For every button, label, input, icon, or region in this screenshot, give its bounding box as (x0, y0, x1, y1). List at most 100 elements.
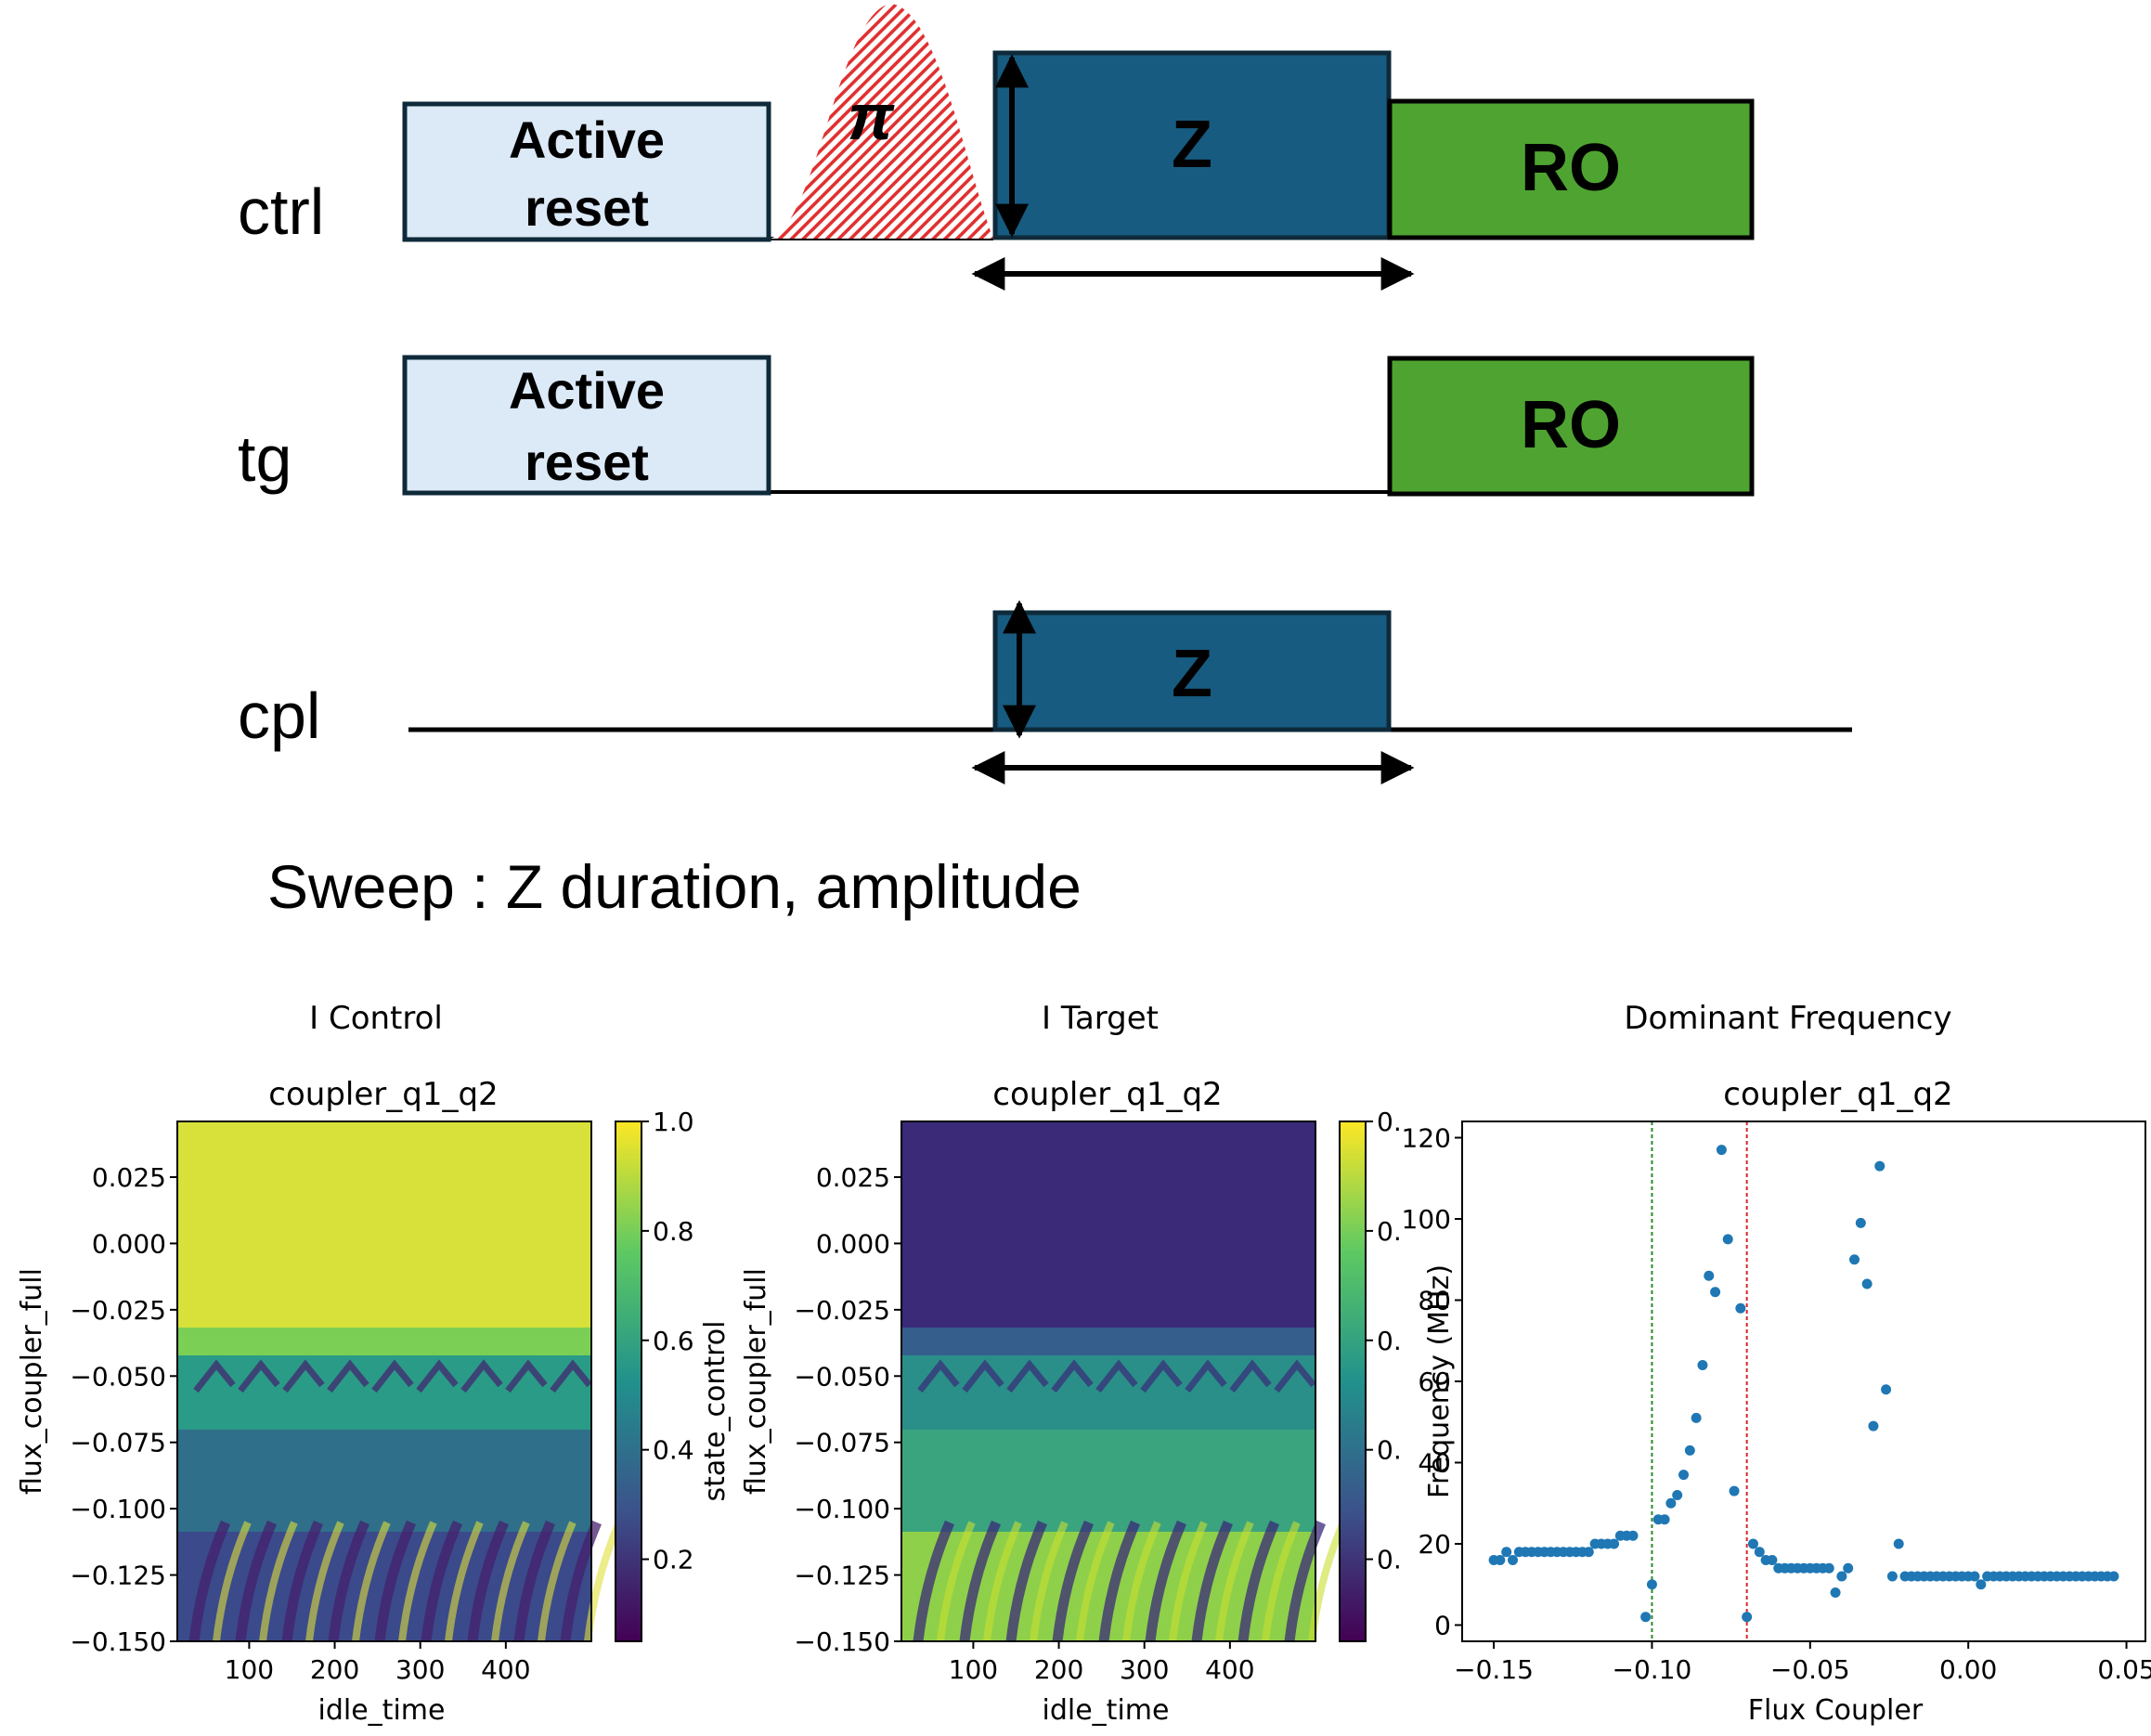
chart-suptitle: Dominant Frequency (1624, 1000, 1951, 1037)
ctrl-reset-line2: reset (525, 178, 649, 237)
scatter-point (1874, 1160, 1885, 1172)
heatmap-stripe (913, 1520, 955, 1642)
x-tick-label: 200 (1034, 1654, 1083, 1685)
heatmap-chevron (193, 1359, 236, 1393)
scatter-point (1976, 1579, 1987, 1590)
heatmap-stripe (1169, 1521, 1208, 1642)
x-tick-label: −0.05 (1770, 1654, 1850, 1685)
y-tick-label: 80 (1418, 1286, 1451, 1316)
scatter-point (1742, 1612, 1753, 1623)
x-axis-ticks: 100 200 300 400 (949, 1641, 1255, 1685)
heatmap-i-control: I Control coupler_q1_q2 0.025 0.000 −0.025… (16, 1000, 732, 1727)
heatmap-stripe (1030, 1521, 1069, 1642)
tg-ro-label: RO (1521, 388, 1621, 462)
heatmap-stripe (1308, 1521, 1347, 1642)
colorbar-tick-label: 0.8 (653, 1216, 694, 1247)
pulse-sequence: ctrl tg cpl Active reset π Z RO Active r… (238, 4, 1852, 921)
heatmap-chevron (1095, 1359, 1138, 1393)
heatmap-chevron (1185, 1359, 1227, 1393)
x-tick-label: 300 (395, 1654, 445, 1685)
y-axis-label: flux_coupler_full (16, 1268, 48, 1495)
chart-suptitle: I Control (309, 1000, 443, 1037)
scatter-point (1697, 1360, 1708, 1370)
cpl-channel: Z (408, 600, 1852, 784)
heatmap-stripe (1122, 1521, 1161, 1642)
y-tick-label: 0.000 (816, 1228, 890, 1259)
scatter-point (1747, 1538, 1758, 1549)
colorbar-tick-label: 0.6 (653, 1326, 694, 1356)
heatmap-stripe (1237, 1520, 1280, 1642)
heatmap-chevron (1051, 1359, 1094, 1393)
colorbar-tick-label: 0. (1377, 1435, 1402, 1466)
scatter-point (1659, 1514, 1670, 1525)
colorbar (615, 1121, 642, 1642)
x-tick-label: 100 (949, 1654, 998, 1685)
y-tick-label: −0.125 (70, 1561, 166, 1591)
heatmap-band-green (177, 1328, 591, 1355)
scatter-point (1646, 1579, 1657, 1590)
scatter-point (1754, 1547, 1765, 1558)
ctrl-readout-pulse (1387, 98, 1755, 240)
heatmap-stripe (1145, 1520, 1187, 1642)
scatter-point (1823, 1562, 1834, 1574)
heatmap-stripe (421, 1520, 463, 1642)
colorbar-tick-label: 0. (1377, 1216, 1402, 1247)
y-tick-label: −0.150 (794, 1626, 890, 1657)
heatmap-stripe (513, 1520, 556, 1642)
x-tick-label: −0.10 (1613, 1654, 1692, 1685)
heatmap-stripe (213, 1521, 252, 1642)
chart-title: coupler_q1_q2 (1723, 1076, 1952, 1113)
tg-channel: Active reset RO (402, 355, 1755, 497)
heatmap-stripe (188, 1520, 231, 1642)
y-tick-label: −0.100 (70, 1494, 166, 1524)
scatter-point (1684, 1445, 1695, 1456)
y-tick-label: 120 (1402, 1123, 1451, 1154)
scatter-point (1849, 1254, 1860, 1265)
heatmap-stripe (467, 1520, 510, 1642)
scatter-point (1861, 1278, 1872, 1289)
ctrl-z-label: Z (1172, 108, 1212, 182)
heatmap-stripe (1076, 1521, 1115, 1642)
y-tick-label: −0.075 (794, 1428, 890, 1458)
chart-title: coupler_q1_q2 (268, 1076, 498, 1113)
sweep-caption: Sweep : Z duration, amplitude (267, 852, 1082, 921)
heatmap-chevron (1229, 1359, 1272, 1393)
y-tick-label: −0.050 (70, 1361, 166, 1392)
chart-title: coupler_q1_q2 (992, 1076, 1222, 1113)
x-tick-label: 400 (1205, 1654, 1254, 1685)
heatmap-stripe (305, 1521, 344, 1642)
x-tick-label: 100 (225, 1654, 274, 1685)
heatmap-stripe (328, 1520, 370, 1642)
tg-readout-pulse (1387, 356, 1755, 497)
heatmap-band-mix (901, 1430, 1315, 1532)
scatter-point (1672, 1490, 1683, 1500)
tg-reset-line2: reset (525, 433, 649, 491)
cpl-z-pulse (992, 610, 1392, 732)
colorbar-label: state_control (699, 1321, 732, 1502)
colorbar-tick-label: 0. (1377, 1326, 1402, 1356)
y-tick-label: −0.025 (70, 1295, 166, 1326)
y-tick-label: −0.075 (70, 1428, 166, 1458)
y-tick-label: 0.025 (816, 1162, 890, 1193)
heatmap-band-blue (901, 1328, 1315, 1355)
scatter-point (1508, 1555, 1519, 1565)
heatmap-chevron (460, 1359, 503, 1393)
colorbar-tick-label: 1.0 (653, 1107, 694, 1137)
heatmap-stripes (913, 1359, 1347, 1642)
x-axis-ticks: −0.15 −0.10 −0.05 0.00 0.05 (1454, 1641, 2151, 1685)
heatmap-stripe (281, 1520, 324, 1642)
heatmap-stripe (584, 1521, 623, 1642)
x-tick-label: 400 (481, 1654, 530, 1685)
scatter-points (1488, 1145, 2119, 1623)
x-tick-label: 200 (310, 1654, 359, 1685)
scatter-point (1495, 1555, 1506, 1565)
y-tick-label: 100 (1402, 1204, 1451, 1235)
colorbar (1339, 1121, 1367, 1642)
heatmap-stripe (398, 1521, 437, 1642)
x-axis-label: Flux Coupler (1748, 1694, 1924, 1727)
y-tick-label: −0.100 (794, 1494, 890, 1524)
y-axis-label: Frequency (MHz) (1423, 1264, 1456, 1498)
heatmap-stripe (1005, 1520, 1048, 1642)
ctrl-channel: Active reset π Z RO (402, 4, 1755, 291)
scatter-point (1855, 1217, 1866, 1228)
